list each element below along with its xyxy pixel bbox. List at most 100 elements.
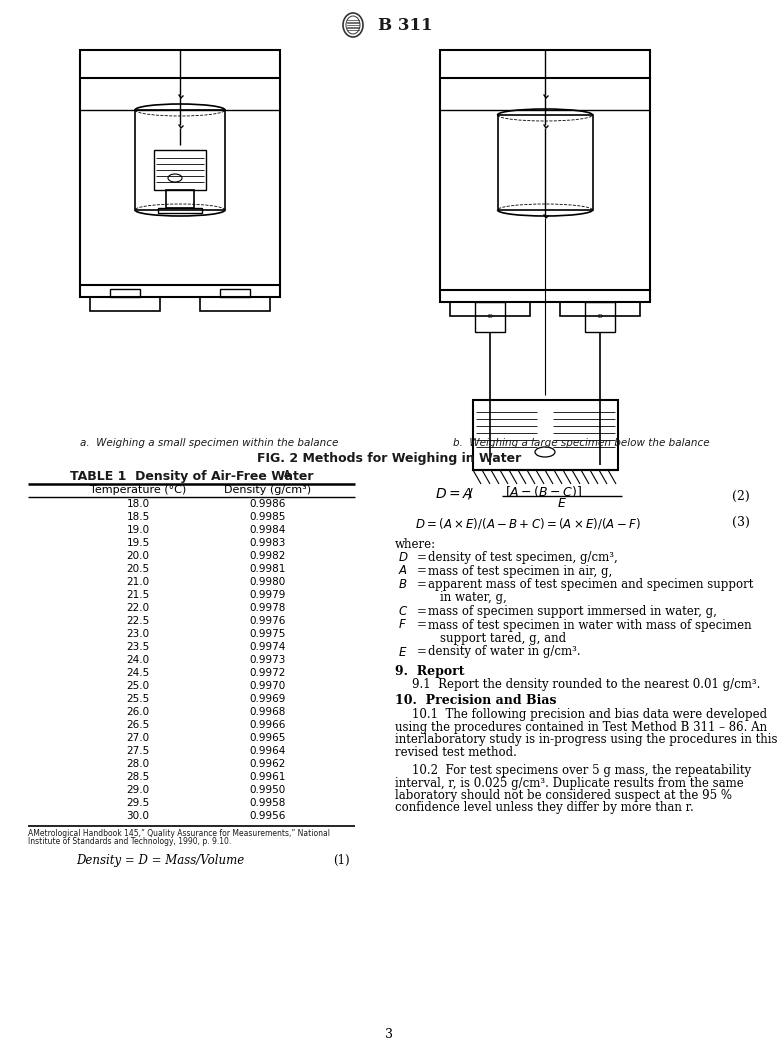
Bar [135,110,225,210]
Bar [450,302,530,316]
Text: 0.9966: 0.9966 [250,720,286,730]
Text: A: A [283,469,290,479]
Text: density of water in g/cm³.: density of water in g/cm³. [428,645,580,659]
Text: =: = [417,564,427,578]
Text: 0.9986: 0.9986 [250,499,286,509]
Text: 18.5: 18.5 [126,512,149,522]
Text: 0.9985: 0.9985 [250,512,286,522]
Bar [80,285,280,297]
Bar [498,115,593,210]
Text: apparent mass of test specimen and specimen support: apparent mass of test specimen and speci… [428,578,753,591]
Text: 9.1  Report the density rounded to the nearest 0.01 g/cm³.: 9.1 Report the density rounded to the ne… [412,678,760,691]
Text: 23.5: 23.5 [126,642,149,652]
Text: (3): (3) [732,516,750,529]
Text: 24.5: 24.5 [126,668,149,678]
Text: =: = [417,551,427,564]
Text: 0.9975: 0.9975 [250,629,286,639]
Text: 0.9969: 0.9969 [250,694,286,704]
Text: density of test specimen, g/cm³,: density of test specimen, g/cm³, [428,551,618,564]
Text: 20.5: 20.5 [127,564,149,574]
Text: b.  Weighing a large specimen below the balance: b. Weighing a large specimen below the b… [453,438,710,448]
Text: 0.9968: 0.9968 [250,707,286,717]
Bar [110,289,140,297]
Text: 0.9973: 0.9973 [250,655,286,665]
Text: interlaboratory study is in-progress using the procedures in this: interlaboratory study is in-progress usi… [395,733,777,746]
Text: 26.5: 26.5 [126,720,149,730]
Ellipse shape [168,174,182,182]
Text: Temperature (°C): Temperature (°C) [90,485,186,496]
Text: 25.0: 25.0 [127,681,149,691]
Text: 22.0: 22.0 [127,603,149,613]
Text: 23.0: 23.0 [127,629,149,639]
Bar [440,290,650,302]
Text: 27.0: 27.0 [127,733,149,743]
Text: 0.9982: 0.9982 [250,551,286,561]
Text: $\it{A}$: $\it{A}$ [398,564,408,578]
Text: 0.9972: 0.9972 [250,668,286,678]
Text: 0.9965: 0.9965 [250,733,286,743]
Text: $\it{E}$: $\it{E}$ [398,645,408,659]
Text: Density (g/cm³): Density (g/cm³) [224,485,311,496]
Text: 0.9979: 0.9979 [250,590,286,600]
Text: 0.9958: 0.9958 [250,798,286,808]
Text: 0.9964: 0.9964 [250,746,286,756]
Bar [90,297,160,311]
Text: 0.9956: 0.9956 [250,811,286,821]
Text: 25.5: 25.5 [126,694,149,704]
Text: 0.9984: 0.9984 [250,525,286,535]
Text: 29.5: 29.5 [126,798,149,808]
Text: $[A-(B-C)]$: $[A-(B-C)]$ [505,484,582,499]
Text: 19.5: 19.5 [126,538,149,548]
Text: support tared, g, and: support tared, g, and [440,632,566,645]
Text: $\it{D}$: $\it{D}$ [398,551,408,564]
Bar [475,302,505,332]
Text: 10.2  For test specimens over 5 g mass, the repeatability: 10.2 For test specimens over 5 g mass, t… [412,764,751,777]
Text: interval, r, is 0.025 g/cm³. Duplicate results from the same: interval, r, is 0.025 g/cm³. Duplicate r… [395,777,744,789]
Text: mass of specimen support immersed in water, g,: mass of specimen support immersed in wat… [428,605,717,618]
Text: using the procedures contained in Test Method B 311 – 86. An: using the procedures contained in Test M… [395,720,767,734]
Text: 28.5: 28.5 [126,772,149,782]
Bar [220,289,250,297]
Text: 0.9980: 0.9980 [250,577,286,587]
Bar [440,50,650,78]
Text: 0.9970: 0.9970 [250,681,286,691]
Text: 26.0: 26.0 [127,707,149,717]
Text: 22.5: 22.5 [126,616,149,626]
Text: revised test method.: revised test method. [395,745,517,759]
Text: $E$: $E$ [557,497,567,510]
Text: (2): (2) [732,490,750,503]
Bar [166,191,194,208]
Text: 0.9981: 0.9981 [250,564,286,574]
Text: 3: 3 [385,1029,393,1041]
Bar [473,400,618,469]
Text: where:: where: [395,538,436,551]
Text: =: = [417,578,427,591]
Bar [200,297,270,311]
Ellipse shape [343,12,363,37]
Text: 24.0: 24.0 [127,655,149,665]
Text: 0.9976: 0.9976 [250,616,286,626]
Text: $\it{C}$: $\it{C}$ [398,605,408,618]
Text: B 311: B 311 [378,17,433,33]
Bar [158,208,202,213]
Text: mass of test specimen in air, g,: mass of test specimen in air, g, [428,564,612,578]
Text: Density = D = Mass/Volume: Density = D = Mass/Volume [76,854,244,867]
Text: 0.9983: 0.9983 [250,538,286,548]
Text: 21.5: 21.5 [126,590,149,600]
Text: in water, g,: in water, g, [440,591,506,605]
Text: $D = A\!\!/$: $D = A\!\!/$ [435,486,475,501]
Text: =: = [417,618,427,632]
Bar [154,150,206,191]
Bar [80,50,280,78]
Text: 0.9962: 0.9962 [250,759,286,769]
Text: 10.  Precision and Bias: 10. Precision and Bias [395,694,556,707]
Text: =: = [417,645,427,659]
Text: 28.0: 28.0 [127,759,149,769]
Bar [585,302,615,332]
Text: 0.9978: 0.9978 [250,603,286,613]
Ellipse shape [346,16,360,34]
Text: 30.0: 30.0 [127,811,149,821]
Text: AMetrological Handbook 145,” Quality Assurance for Measurements,” National: AMetrological Handbook 145,” Quality Ass… [28,829,330,838]
Text: 20.0: 20.0 [127,551,149,561]
Text: mass of test specimen in water with mass of specimen: mass of test specimen in water with mass… [428,618,752,632]
